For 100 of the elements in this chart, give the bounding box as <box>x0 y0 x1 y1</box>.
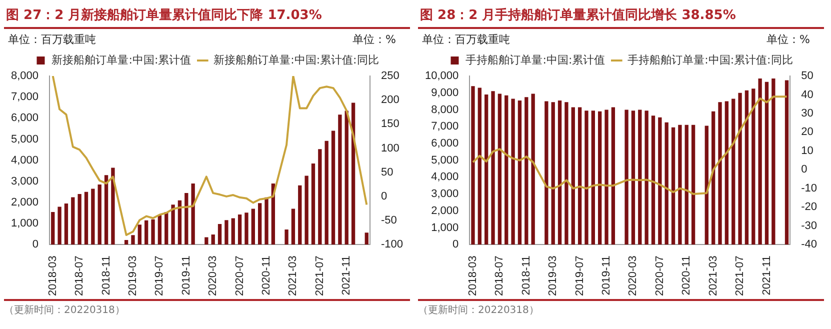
y-tick-label: 7,000 <box>431 120 459 133</box>
bar <box>732 98 736 245</box>
y2-tick-label: 0 <box>801 164 808 176</box>
bar <box>204 237 208 245</box>
bar <box>338 114 342 245</box>
y2-tick-label: -20 <box>801 201 818 214</box>
bar <box>104 175 108 245</box>
bar <box>484 94 488 245</box>
bar <box>144 220 148 245</box>
bar <box>498 94 502 245</box>
bar <box>611 107 616 245</box>
bar <box>64 204 68 245</box>
bar <box>138 224 142 245</box>
bar <box>251 208 255 245</box>
bar <box>51 212 55 245</box>
bar <box>191 184 195 245</box>
bar <box>131 235 135 245</box>
bar <box>604 110 608 245</box>
y2-tick-label: 150 <box>380 118 400 130</box>
bar <box>684 124 688 245</box>
bar <box>238 214 242 245</box>
legend-label: 手持船舶订单量:中国:累计值 <box>466 53 606 66</box>
bar <box>318 149 322 245</box>
y-tick-label: 0 <box>452 238 459 251</box>
bar <box>71 197 75 245</box>
x-tick-label: 2018-03 <box>467 256 480 296</box>
bar <box>211 234 215 245</box>
bar <box>671 127 676 245</box>
x-tick-label: 2019-11 <box>180 256 192 296</box>
bar <box>758 78 762 245</box>
bar <box>744 90 749 245</box>
x-tick-label: 2020-03 <box>207 256 220 296</box>
bar <box>664 122 668 245</box>
bar <box>324 140 328 245</box>
y-tick-label: 5,000 <box>431 154 459 166</box>
bar <box>331 130 336 245</box>
bar <box>91 188 95 245</box>
bar <box>511 98 515 245</box>
y-tick-label: 8,000 <box>431 104 459 116</box>
bar <box>764 82 769 245</box>
bar <box>564 102 568 245</box>
x-tick-label: 2020-11 <box>260 256 273 296</box>
bar <box>711 111 716 245</box>
bar <box>224 220 228 245</box>
bar <box>718 102 722 245</box>
text: （更新时间：20220318） <box>4 299 410 317</box>
legend-label: 新接船舶订单量:中国:累计值:同比 <box>214 53 379 66</box>
bar <box>244 212 248 245</box>
bar <box>78 194 82 245</box>
bar <box>364 232 368 245</box>
bar <box>644 110 648 245</box>
y2-tick-label: 50 <box>801 70 814 82</box>
y2-axis-title: 单位：% <box>352 32 396 47</box>
bar <box>524 97 528 245</box>
bar <box>638 110 642 245</box>
y2-tick-label: 250 <box>380 70 400 82</box>
y2-tick-label: 20 <box>801 126 814 138</box>
x-tick-label: 2019-11 <box>600 256 613 296</box>
bar <box>98 184 102 245</box>
bar <box>558 100 562 245</box>
y-tick-label: 4,000 <box>10 154 39 166</box>
y-tick-label: 5,000 <box>10 133 39 146</box>
y2-tick-label: 30 <box>801 108 814 120</box>
bar <box>344 110 348 245</box>
y2-tick-label: 100 <box>380 142 400 154</box>
y2-tick-label: -30 <box>801 220 818 232</box>
bar <box>584 110 588 245</box>
bar <box>678 124 682 245</box>
y-tick-label: 3,000 <box>10 175 39 188</box>
bar <box>571 107 575 245</box>
x-tick-label: 2021-11 <box>760 256 773 296</box>
y-tick-label: 7,000 <box>10 91 39 104</box>
bar <box>544 101 548 245</box>
x-tick-label: 2019-03 <box>547 256 560 296</box>
bar <box>218 224 222 245</box>
bar <box>738 92 742 245</box>
y-axis-title: 单位：百万载重吨 <box>8 32 96 47</box>
x-tick-label: 2020-03 <box>627 256 640 296</box>
x-tick-label: 2020-11 <box>680 256 693 296</box>
x-tick-label: 2021-03 <box>707 256 720 296</box>
bar <box>704 126 708 245</box>
y2-axis-title: 单位：% <box>766 32 810 47</box>
bar <box>691 124 696 245</box>
bar <box>658 117 662 245</box>
bar <box>651 116 656 245</box>
y2-tick-label: -10 <box>801 182 818 194</box>
bar <box>752 88 756 245</box>
y-tick-label: 9,000 <box>431 86 459 99</box>
y2-tick-label: 50 <box>380 166 394 178</box>
bar <box>478 88 482 245</box>
bar <box>164 212 168 245</box>
bar <box>598 111 602 245</box>
x-tick-label: 2018-11 <box>520 256 532 296</box>
bar <box>311 163 316 245</box>
x-tick-label: 2019-07 <box>574 256 586 296</box>
bar <box>304 176 308 245</box>
x-tick-label: 2018-03 <box>46 256 59 296</box>
chart-title: 图 28：2 月手持船舶订单量累计值同比增长 38.85% <box>418 4 824 29</box>
y-tick-label: 6,000 <box>10 112 39 124</box>
y-tick-label: 10,000 <box>424 70 459 82</box>
